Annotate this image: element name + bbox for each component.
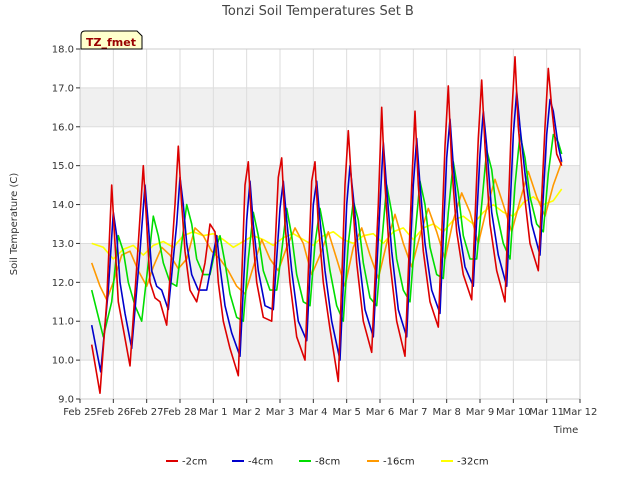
x-tick-label: Mar 6	[366, 407, 394, 418]
series-line-2cm	[90, 55, 563, 395]
y-tick-label: 10.0	[52, 356, 74, 367]
legend-label: -4cm	[248, 457, 273, 468]
legend-label: -16cm	[383, 457, 415, 468]
x-tick-label: Mar 5	[332, 407, 360, 418]
badge: TZ_fmet	[80, 30, 143, 50]
legend: -2cm -4cm -8cm -16cm -32cm	[166, 457, 489, 468]
x-tick-label: Feb 26	[97, 407, 131, 418]
y-tick-label: 17.0	[52, 83, 74, 94]
x-axis-label: Time	[553, 425, 578, 436]
plot-band	[80, 165, 580, 205]
x-tick-label: Mar 10	[496, 407, 531, 418]
series-lines	[90, 55, 563, 395]
y-tick-label: 18.0	[52, 45, 74, 56]
legend-label: -32cm	[457, 457, 489, 468]
plot-area-frame	[79, 48, 581, 400]
badge-text: TZ_fmet	[86, 36, 136, 49]
x-tick-label: Mar 7	[399, 407, 427, 418]
x-tick-label: Mar 8	[432, 407, 460, 418]
x-tick-label: Feb 25	[63, 407, 97, 418]
x-tick-label: Mar 4	[299, 407, 327, 418]
x-tick-label: Feb 28	[163, 407, 197, 418]
y-tick-label: 15.0	[52, 161, 74, 172]
chart-title: Tonzi Soil Temperatures Set B	[221, 4, 414, 19]
legend-label: -2cm	[182, 457, 207, 468]
x-tick-label: Mar 9	[466, 407, 494, 418]
x-tick-label: Mar 11	[529, 407, 564, 418]
y-axis-ticks: 9.0 10.0 11.0 12.0 13.0 14.0 15.0 16.0 17.0 18.0	[52, 45, 80, 406]
x-tick-label: Mar 3	[266, 407, 294, 418]
x-tick-label: Mar 1	[199, 407, 227, 418]
y-tick-label: 12.0	[52, 278, 74, 289]
y-tick-label: 16.0	[52, 122, 74, 133]
y-tick-label: 14.0	[52, 200, 74, 211]
x-tick-label: Mar 12	[563, 407, 598, 418]
y-tick-label: 13.0	[52, 239, 74, 250]
x-axis-ticks: Feb 25 Feb 26 Feb 27 Feb 28 Mar 1 Mar 2 Mar 3 M…	[63, 399, 597, 418]
series-line-4cm	[90, 91, 563, 373]
x-tick-label: Feb 27	[130, 407, 164, 418]
legend-label: -8cm	[315, 457, 340, 468]
plot-band	[80, 87, 580, 127]
y-tick-label: 11.0	[52, 317, 74, 328]
y-axis-label: Soil Temperature (C)	[9, 173, 20, 276]
series-line-16cm	[90, 161, 563, 301]
y-tick-label: 9.0	[58, 395, 74, 406]
x-tick-label: Mar 2	[232, 407, 260, 418]
